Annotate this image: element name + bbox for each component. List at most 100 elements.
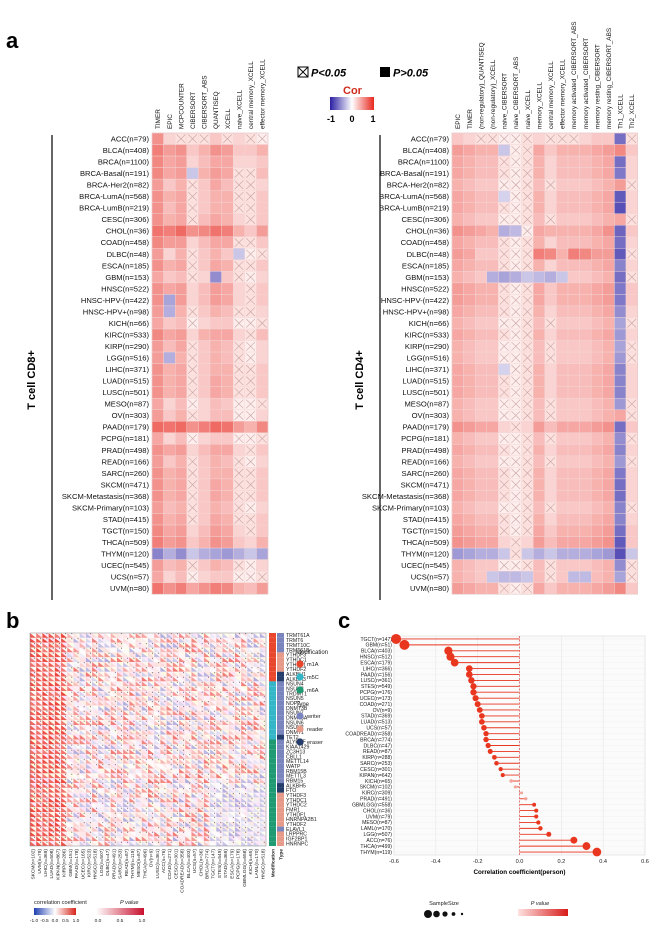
pvalue-triangle	[179, 657, 186, 663]
pvalue-triangle	[98, 633, 105, 638]
pvalue-triangle	[92, 662, 99, 667]
sig-mark: *	[245, 657, 247, 661]
pvalue-triangle	[30, 642, 37, 648]
cd4-cell	[556, 455, 569, 468]
corr-triangle	[61, 671, 68, 677]
cd4-cell	[556, 190, 569, 203]
cd4-cell-cross	[627, 399, 637, 409]
pvalue-triangle	[191, 666, 198, 672]
cd4-cell	[533, 190, 546, 203]
cd8-cell	[232, 282, 245, 295]
cd8-cell-cross	[234, 261, 244, 271]
cd4-cell-cross	[522, 491, 532, 501]
pvalue-triangle	[61, 662, 68, 667]
cd4-cell-cross	[499, 468, 509, 478]
pvalue-triangle	[54, 647, 62, 653]
cd4-cell	[556, 305, 569, 318]
cd4-col-label: (non-regulatory)_XCELL	[490, 59, 497, 129]
corr-triangle	[253, 652, 260, 658]
cd4-cell	[614, 536, 627, 549]
cd8-cell-cross	[257, 134, 267, 144]
cd8-cell-cross	[246, 457, 256, 467]
corr-triangle	[42, 657, 49, 663]
cd4-cell	[463, 248, 476, 261]
cd8-cell	[198, 524, 211, 537]
pvalue-triangle	[141, 657, 148, 663]
pvalue-triangle	[48, 662, 55, 667]
sig-mark: *	[90, 657, 92, 661]
cd4-cell	[625, 467, 638, 480]
cd4-cell	[579, 513, 592, 526]
pvalue-triangle	[216, 633, 223, 638]
cd8-cell	[198, 467, 211, 480]
cd4-cell-cross	[511, 514, 521, 524]
cd4-cell	[498, 536, 511, 549]
corr-triangle	[85, 671, 93, 677]
sig-mark: *	[245, 633, 247, 637]
cd4-cell-cross	[522, 307, 532, 317]
cd4-cell	[614, 432, 627, 445]
sig-mark: *	[170, 633, 172, 637]
sig-mark: *	[52, 638, 54, 642]
cd4-cell	[475, 374, 488, 387]
corr-triangle	[116, 647, 124, 653]
pvalue-triangle	[36, 633, 43, 638]
cd4-cell	[544, 490, 557, 503]
cd4-cell	[579, 559, 592, 572]
pvalue-triangle	[92, 652, 99, 658]
cd4-cell	[567, 409, 580, 422]
pvalue-triangle	[185, 633, 192, 638]
pvalue-triangle	[85, 666, 93, 672]
cd4-cell	[614, 397, 627, 410]
cd4-cell	[591, 328, 604, 341]
pvalue-triangle	[241, 657, 248, 663]
corr-triangle	[179, 652, 186, 658]
cd4-cell	[567, 213, 580, 226]
cd4-cell	[475, 432, 488, 445]
cd4-cell	[567, 547, 580, 560]
cd4-cell	[486, 351, 499, 364]
pvalue-triangle	[135, 633, 142, 638]
cd4-cell	[463, 305, 476, 318]
cd4-cell	[614, 328, 627, 341]
sig-mark: *	[84, 647, 86, 651]
cd4-cell	[498, 225, 511, 237]
cd8-cell	[186, 294, 199, 307]
sig-mark: *	[257, 642, 259, 646]
pvalue-triangle	[191, 647, 198, 653]
cd4-cell	[486, 294, 499, 307]
cd8-row-label: PCPG(n=181)	[101, 434, 149, 443]
cd4-cell	[486, 524, 499, 537]
cd4-cell-cross	[511, 134, 521, 144]
pvalue-triangle	[42, 637, 49, 643]
cd4-cell	[475, 271, 488, 284]
cd8-cell	[256, 259, 269, 272]
pvalue-triangle	[234, 662, 242, 667]
cd4-cell	[486, 374, 499, 387]
pvalue-triangle	[203, 662, 211, 667]
cd8-cell	[209, 294, 222, 307]
cd4-cell	[475, 351, 488, 364]
corr-triangle	[247, 662, 254, 667]
cd4-cell	[451, 190, 464, 203]
cd8-cell	[221, 259, 234, 272]
cor-legend-tick-max: 1	[370, 114, 375, 124]
cd4-cell	[533, 201, 546, 214]
cd4-cell	[625, 421, 638, 433]
cd4-cell	[602, 305, 615, 318]
pvalue-triangle	[85, 647, 93, 653]
corr-triangle	[253, 642, 260, 648]
pvalue-triangle	[42, 647, 49, 653]
cd4-col-label: naive_XCELL	[525, 89, 532, 129]
pvalue-triangle	[67, 652, 74, 658]
cd4-cell	[451, 559, 464, 572]
cd8-cell	[256, 144, 269, 157]
corr-triangle	[154, 662, 161, 667]
cd8-row-label: LIHC(n=371)	[105, 365, 149, 374]
corr-triangle	[234, 662, 242, 667]
pvalue-triangle	[166, 662, 173, 667]
sig-mark: *	[96, 667, 98, 671]
cd4-cell	[475, 201, 488, 214]
pvalue-triangle	[67, 666, 74, 672]
cd4-cell-cross	[522, 168, 532, 178]
